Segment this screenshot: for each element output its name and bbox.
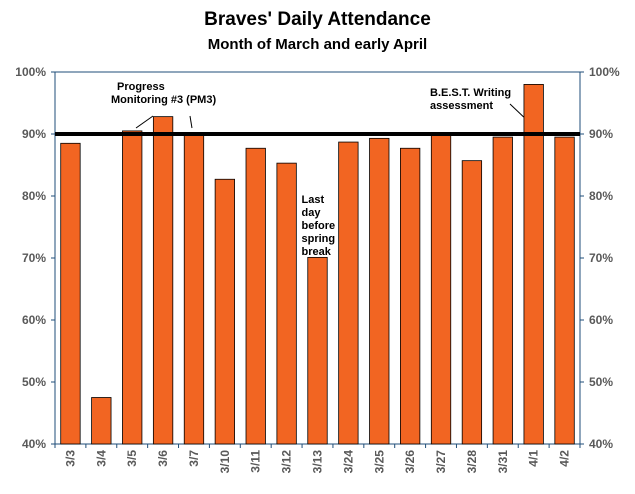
bar-3-31: [492, 136, 513, 445]
chart-title: Braves' Daily Attendance: [204, 9, 431, 30]
bar-3-25: [369, 137, 390, 445]
annotation-best-writing: B.E.S.T. Writing: [430, 87, 511, 99]
bar-3-27: [430, 133, 452, 445]
annotation-spring-break: break: [302, 246, 332, 258]
bar-3-7: [183, 133, 205, 445]
y-tick-label-left: 70%: [22, 251, 46, 265]
x-tick-label: 3/10: [218, 450, 232, 474]
annotation-best-leader: [509, 103, 525, 118]
bar-3-3: [60, 142, 81, 445]
x-tick-label: 3/31: [496, 450, 510, 474]
y-tick-label-right: 60%: [589, 313, 613, 327]
y-tick-label-left: 80%: [22, 189, 46, 203]
annotation-spring-break: before: [302, 220, 336, 232]
y-tick-label-left: 50%: [22, 375, 46, 389]
x-tick-label: 3/28: [465, 450, 479, 474]
x-tick-label: 3/11: [249, 450, 263, 473]
x-tick-label: 3/27: [434, 450, 448, 474]
y-tick-label-right: 90%: [589, 127, 613, 141]
annotation-pm3-leader: [189, 115, 193, 129]
y-tick-label-left: 40%: [22, 437, 46, 451]
bar-3-6: [152, 116, 174, 445]
bar-3-4: [91, 397, 112, 445]
y-tick-label-right: 40%: [589, 437, 613, 451]
bar-3-12: [276, 162, 297, 445]
x-tick-label: 3/26: [403, 450, 417, 474]
y-tick-label-right: 70%: [589, 251, 613, 265]
y-tick-label-right: 50%: [589, 375, 613, 389]
bar-3-26: [400, 147, 421, 445]
bar-3-10: [214, 178, 235, 445]
annotation-spring-break: Last: [302, 194, 325, 206]
bar-3-5: [122, 130, 143, 445]
chart-subtitle: Month of March and early April: [207, 36, 428, 53]
annotation-spring-break: day: [302, 207, 322, 219]
y-tick-label-left: 60%: [22, 313, 46, 327]
y-tick-label-right: 80%: [589, 189, 613, 203]
y-tick-label-right: 100%: [589, 65, 620, 79]
x-tick-label: 3/24: [341, 450, 355, 474]
y-tick-label-left: 90%: [22, 127, 46, 141]
bar-4-2: [554, 136, 575, 445]
bar-3-24: [338, 141, 359, 445]
bar-4-1: [523, 84, 544, 445]
x-tick-label: 4/1: [527, 450, 541, 467]
annotation-pm3: Progress: [117, 81, 165, 93]
x-tick-label: 3/3: [63, 450, 77, 467]
bar-3-11: [245, 147, 266, 445]
annotation-pm3-leader: [135, 115, 154, 129]
annotation-best-writing: assessment: [430, 100, 493, 112]
x-tick-label: 3/6: [156, 450, 170, 467]
x-tick-label: 3/25: [372, 450, 386, 474]
x-tick-label: 3/7: [187, 450, 201, 467]
x-tick-label: 4/2: [558, 450, 572, 467]
bar-3-28: [461, 160, 483, 445]
x-tick-label: 3/13: [311, 450, 325, 474]
x-tick-label: 3/4: [94, 450, 108, 467]
y-tick-label-left: 100%: [15, 65, 46, 79]
annotation-spring-break: spring: [302, 233, 336, 245]
annotation-pm3: Monitoring #3 (PM3): [111, 94, 216, 106]
x-tick-label: 3/5: [125, 450, 139, 467]
x-tick-label: 3/12: [280, 450, 294, 474]
bar-3-13: [307, 256, 328, 445]
